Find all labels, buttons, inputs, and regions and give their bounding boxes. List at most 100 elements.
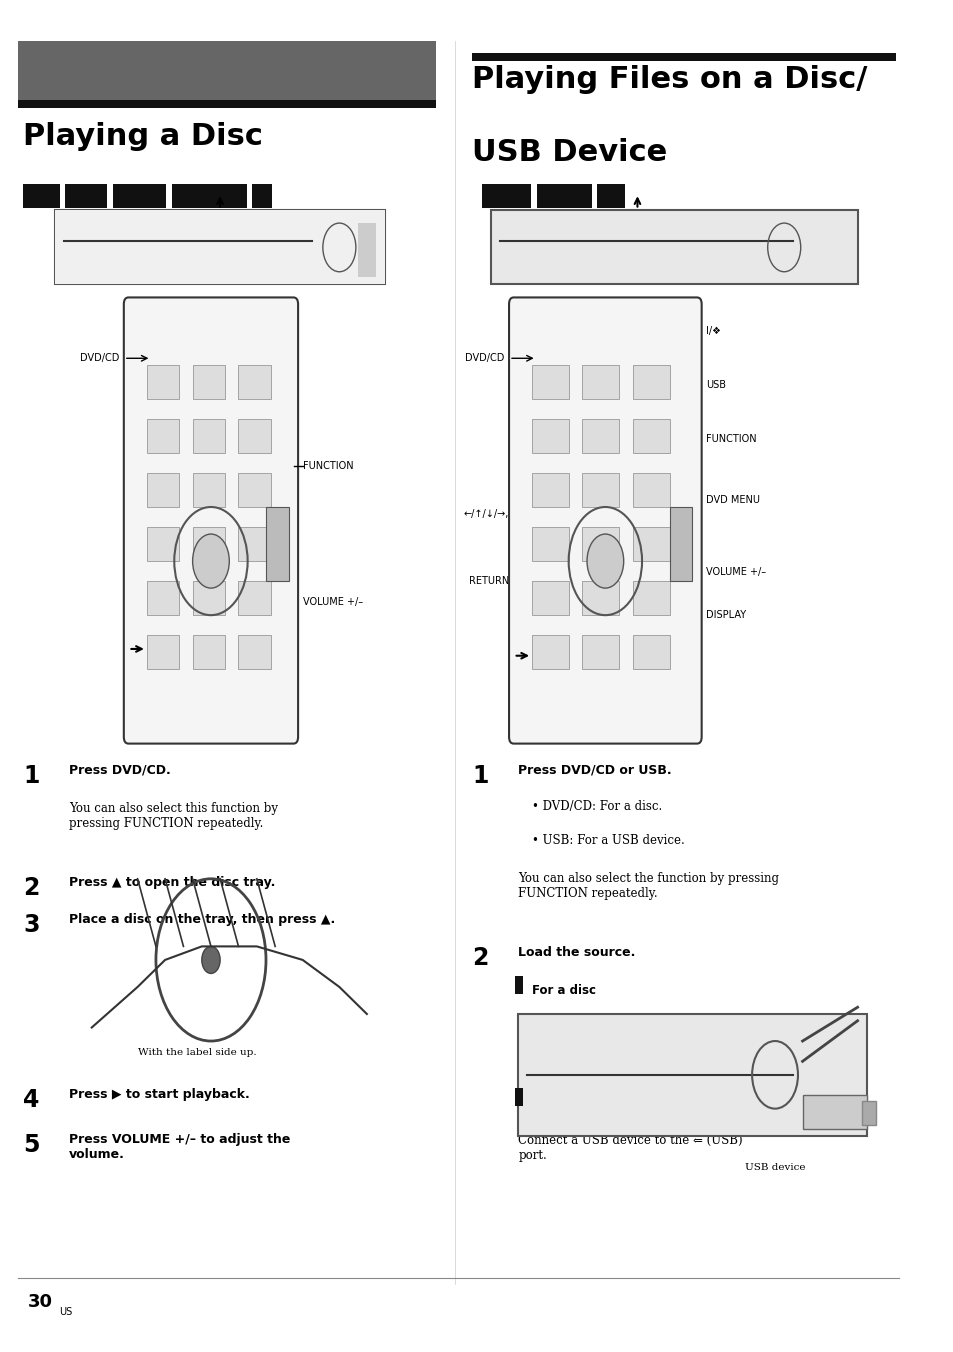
Text: You can also select the function by pressing
FUNCTION repeatedly.: You can also select the function by pres… (517, 872, 779, 900)
Text: USB device: USB device (744, 1163, 804, 1172)
FancyBboxPatch shape (124, 297, 297, 744)
Text: USB: USB (705, 380, 725, 391)
Text: US: US (59, 1307, 72, 1317)
Bar (532, 473, 568, 507)
Text: USB Device: USB Device (472, 138, 667, 166)
Bar (532, 635, 568, 669)
Bar (582, 635, 618, 669)
Text: DVD-V: DVD-V (27, 192, 53, 200)
FancyBboxPatch shape (18, 41, 436, 101)
Text: DVD-VR: DVD-VR (69, 192, 102, 200)
Text: Connect a USB device to the ⇐ (USB)
port.: Connect a USB device to the ⇐ (USB) port… (517, 1134, 742, 1163)
Text: FUNCTION: FUNCTION (302, 461, 353, 472)
Bar (632, 581, 669, 615)
Bar (193, 527, 225, 561)
Text: VOLUME +/–: VOLUME +/– (302, 596, 362, 607)
Text: Playback: Playback (36, 50, 113, 65)
Bar (632, 635, 669, 669)
Text: I/❖: I/❖ (705, 326, 720, 337)
Text: Press ▶ to start playback.: Press ▶ to start playback. (69, 1088, 250, 1102)
Bar (147, 635, 178, 669)
FancyBboxPatch shape (509, 297, 700, 744)
Text: 2: 2 (23, 876, 39, 900)
Text: DVD MENU: DVD MENU (705, 495, 760, 506)
Circle shape (202, 946, 220, 973)
Text: Press DVD/CD or USB.: Press DVD/CD or USB. (517, 764, 671, 777)
Bar (193, 473, 225, 507)
Bar (582, 419, 618, 453)
Text: USB: USB (600, 192, 618, 200)
Bar (55, 210, 385, 284)
Bar (193, 365, 225, 399)
Text: You can also select this function by
pressing FUNCTION repeatedly.: You can also select this function by pre… (69, 802, 277, 830)
Bar (582, 473, 618, 507)
Text: DVD/CD: DVD/CD (80, 353, 119, 364)
Bar (532, 581, 568, 615)
Text: Place a disc on the tray, then press ▲.: Place a disc on the tray, then press ▲. (69, 913, 335, 926)
Text: 2: 2 (472, 946, 488, 971)
Text: Place a disc on the tray by pressing ▲ to
open/close the disc tray.: Place a disc on the tray by pressing ▲ t… (517, 1022, 758, 1051)
Text: Press ▲ to open the disc tray.: Press ▲ to open the disc tray. (69, 876, 274, 890)
Text: With the label side up.: With the label side up. (137, 1048, 256, 1057)
Bar (147, 365, 178, 399)
Text: VOLUME +/–: VOLUME +/– (705, 566, 765, 577)
Text: DISPLAY: DISPLAY (705, 610, 745, 621)
Bar (147, 581, 178, 615)
FancyBboxPatch shape (515, 1088, 522, 1106)
Text: 5: 5 (23, 1133, 39, 1157)
Text: Load the source.: Load the source. (517, 946, 635, 960)
Text: 4: 4 (23, 1088, 39, 1113)
Circle shape (193, 534, 229, 588)
Text: DVD/CD: DVD/CD (465, 353, 504, 364)
Bar (532, 419, 568, 453)
Bar (193, 419, 225, 453)
FancyBboxPatch shape (252, 184, 273, 208)
FancyBboxPatch shape (515, 976, 522, 994)
Text: DATA CD: DATA CD (485, 192, 521, 200)
FancyBboxPatch shape (55, 210, 385, 284)
Bar (238, 527, 271, 561)
FancyBboxPatch shape (65, 184, 107, 208)
Bar (490, 210, 857, 284)
FancyBboxPatch shape (172, 184, 247, 208)
FancyBboxPatch shape (536, 184, 591, 208)
Bar (582, 365, 618, 399)
Circle shape (586, 534, 623, 588)
Bar (801, 1095, 866, 1129)
Text: • DVD/CD: For a disc.: • DVD/CD: For a disc. (532, 800, 661, 814)
FancyBboxPatch shape (597, 184, 624, 208)
Text: 30: 30 (28, 1294, 52, 1311)
Bar (238, 365, 271, 399)
Text: 3: 3 (23, 913, 39, 937)
FancyBboxPatch shape (112, 184, 166, 208)
FancyBboxPatch shape (481, 184, 531, 208)
Bar (147, 527, 178, 561)
Text: SuperAudioCD: SuperAudioCD (175, 192, 237, 200)
Bar (669, 507, 692, 581)
FancyBboxPatch shape (472, 53, 895, 61)
Bar (632, 473, 669, 507)
Bar (632, 419, 669, 453)
Bar (532, 365, 568, 399)
Bar (582, 527, 618, 561)
Bar (266, 507, 289, 581)
Bar (238, 419, 271, 453)
Text: • USB: For a USB device.: • USB: For a USB device. (532, 834, 684, 848)
Bar (238, 581, 271, 615)
Text: FUNCTION: FUNCTION (705, 434, 756, 445)
FancyBboxPatch shape (357, 223, 375, 277)
Text: DATA DVD: DATA DVD (539, 192, 583, 200)
Bar (862, 1101, 875, 1125)
Text: For a disc: For a disc (532, 984, 596, 998)
Text: For a USB device: For a USB device (532, 1096, 643, 1110)
Text: CD: CD (255, 192, 268, 200)
Text: Playing Files on a Disc/: Playing Files on a Disc/ (472, 65, 867, 93)
Text: Playing a Disc: Playing a Disc (23, 122, 262, 150)
Bar (632, 527, 669, 561)
Bar (193, 581, 225, 615)
Bar (532, 527, 568, 561)
Bar (193, 635, 225, 669)
Text: Press DVD/CD.: Press DVD/CD. (69, 764, 171, 777)
Bar (582, 581, 618, 615)
FancyBboxPatch shape (23, 184, 59, 208)
